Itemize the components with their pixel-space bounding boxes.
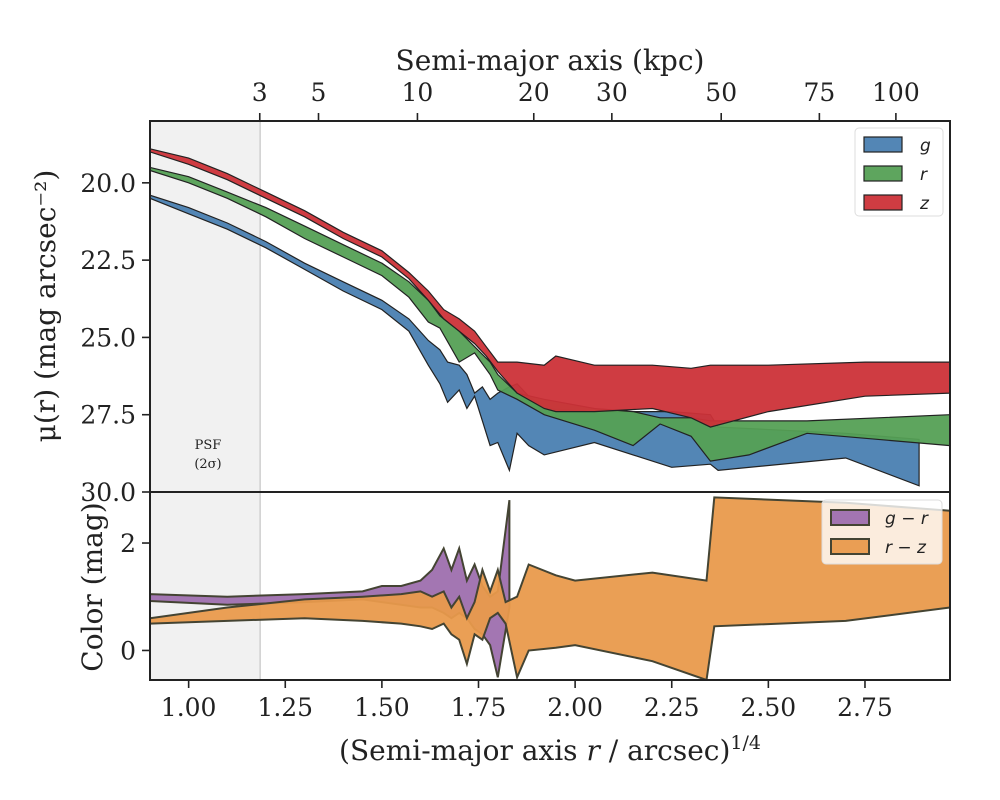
panel2-ytick-label: 2 (120, 529, 136, 558)
legend-colors: g − r r − z (821, 499, 943, 565)
legend-swatch-g (863, 136, 903, 153)
panel1-ytick-label: 22.5 (80, 246, 136, 275)
legend-label-r-z: r − z (885, 538, 927, 558)
panel1-ytick-label: 25.0 (80, 323, 136, 352)
surface-brightness-bands (150, 148, 950, 487)
panel1-ytick-label: 27.5 (80, 401, 136, 430)
legend-swatch-g-r (830, 509, 870, 526)
bottom-xtick-label: 1.75 (451, 693, 507, 722)
panel1-ytick-label: 30.0 (80, 478, 136, 507)
legend-swatch-r-z (830, 538, 870, 555)
bottom-xtick-label: 2.00 (547, 693, 603, 722)
color-bands (150, 496, 950, 680)
panel1-ylabel: μ(r) (mag arcsec⁻²) (29, 170, 62, 443)
band-r-z (150, 496, 950, 680)
band-g (150, 194, 920, 487)
psf-region-shade (150, 121, 261, 492)
legend-label-z: z (919, 194, 930, 214)
top-tick-label: 20 (518, 78, 550, 107)
bottom-xtick-label: 2.50 (741, 693, 797, 722)
psf-label-line2: (2σ) (194, 457, 221, 472)
bottom-axis-label: (Semi-major axis r / arcsec)1/4 (339, 732, 761, 767)
top-tick-label: 10 (402, 78, 434, 107)
top-kpc-axis: 3 5 10 20 30 50 75 100 (252, 78, 920, 121)
legend-label-r: r (920, 165, 928, 185)
top-tick-label: 75 (803, 78, 835, 107)
top-tick-label: 30 (596, 78, 628, 107)
band-z (150, 148, 950, 428)
legend-bands: grz (854, 127, 944, 217)
top-tick-label: 100 (872, 78, 920, 107)
legend-label-g: g (920, 136, 931, 156)
psf-label-line1: PSF (195, 438, 222, 453)
legend-swatch-r (863, 165, 903, 182)
legend-swatch-z (863, 194, 903, 211)
panel1-ytick-label: 20.0 (80, 169, 136, 198)
top-tick-label: 5 (311, 78, 327, 107)
panel2-frame (149, 491, 951, 681)
bottom-xtick-label: 2.75 (837, 693, 893, 722)
bottom-xtick-label: 1.25 (257, 693, 313, 722)
top-tick-label: 3 (252, 78, 268, 107)
bottom-xtick-label: 1.50 (354, 693, 410, 722)
surface-brightness-panel: PSF (2σ) 20.0 22.5 25.0 27.5 30.0 grz (80, 120, 951, 507)
legend-label-g-r: g − r (885, 509, 929, 529)
bottom-xtick-label: 2.25 (644, 693, 700, 722)
top-axis-label: Semi-major axis (kpc) (396, 44, 705, 77)
color-panel: 0 2 1.00 1.25 1.50 1.75 2.00 2.25 2.50 2.75 g − r r… (120, 491, 951, 722)
panel2-ylabel: Color (mag) (76, 502, 109, 671)
top-tick-label: 50 (705, 78, 737, 107)
bottom-xtick-label: 1.00 (161, 693, 217, 722)
panel2-ytick-label: 0 (120, 636, 136, 665)
psf-region-shade-color (150, 492, 261, 680)
band-r (150, 166, 950, 462)
